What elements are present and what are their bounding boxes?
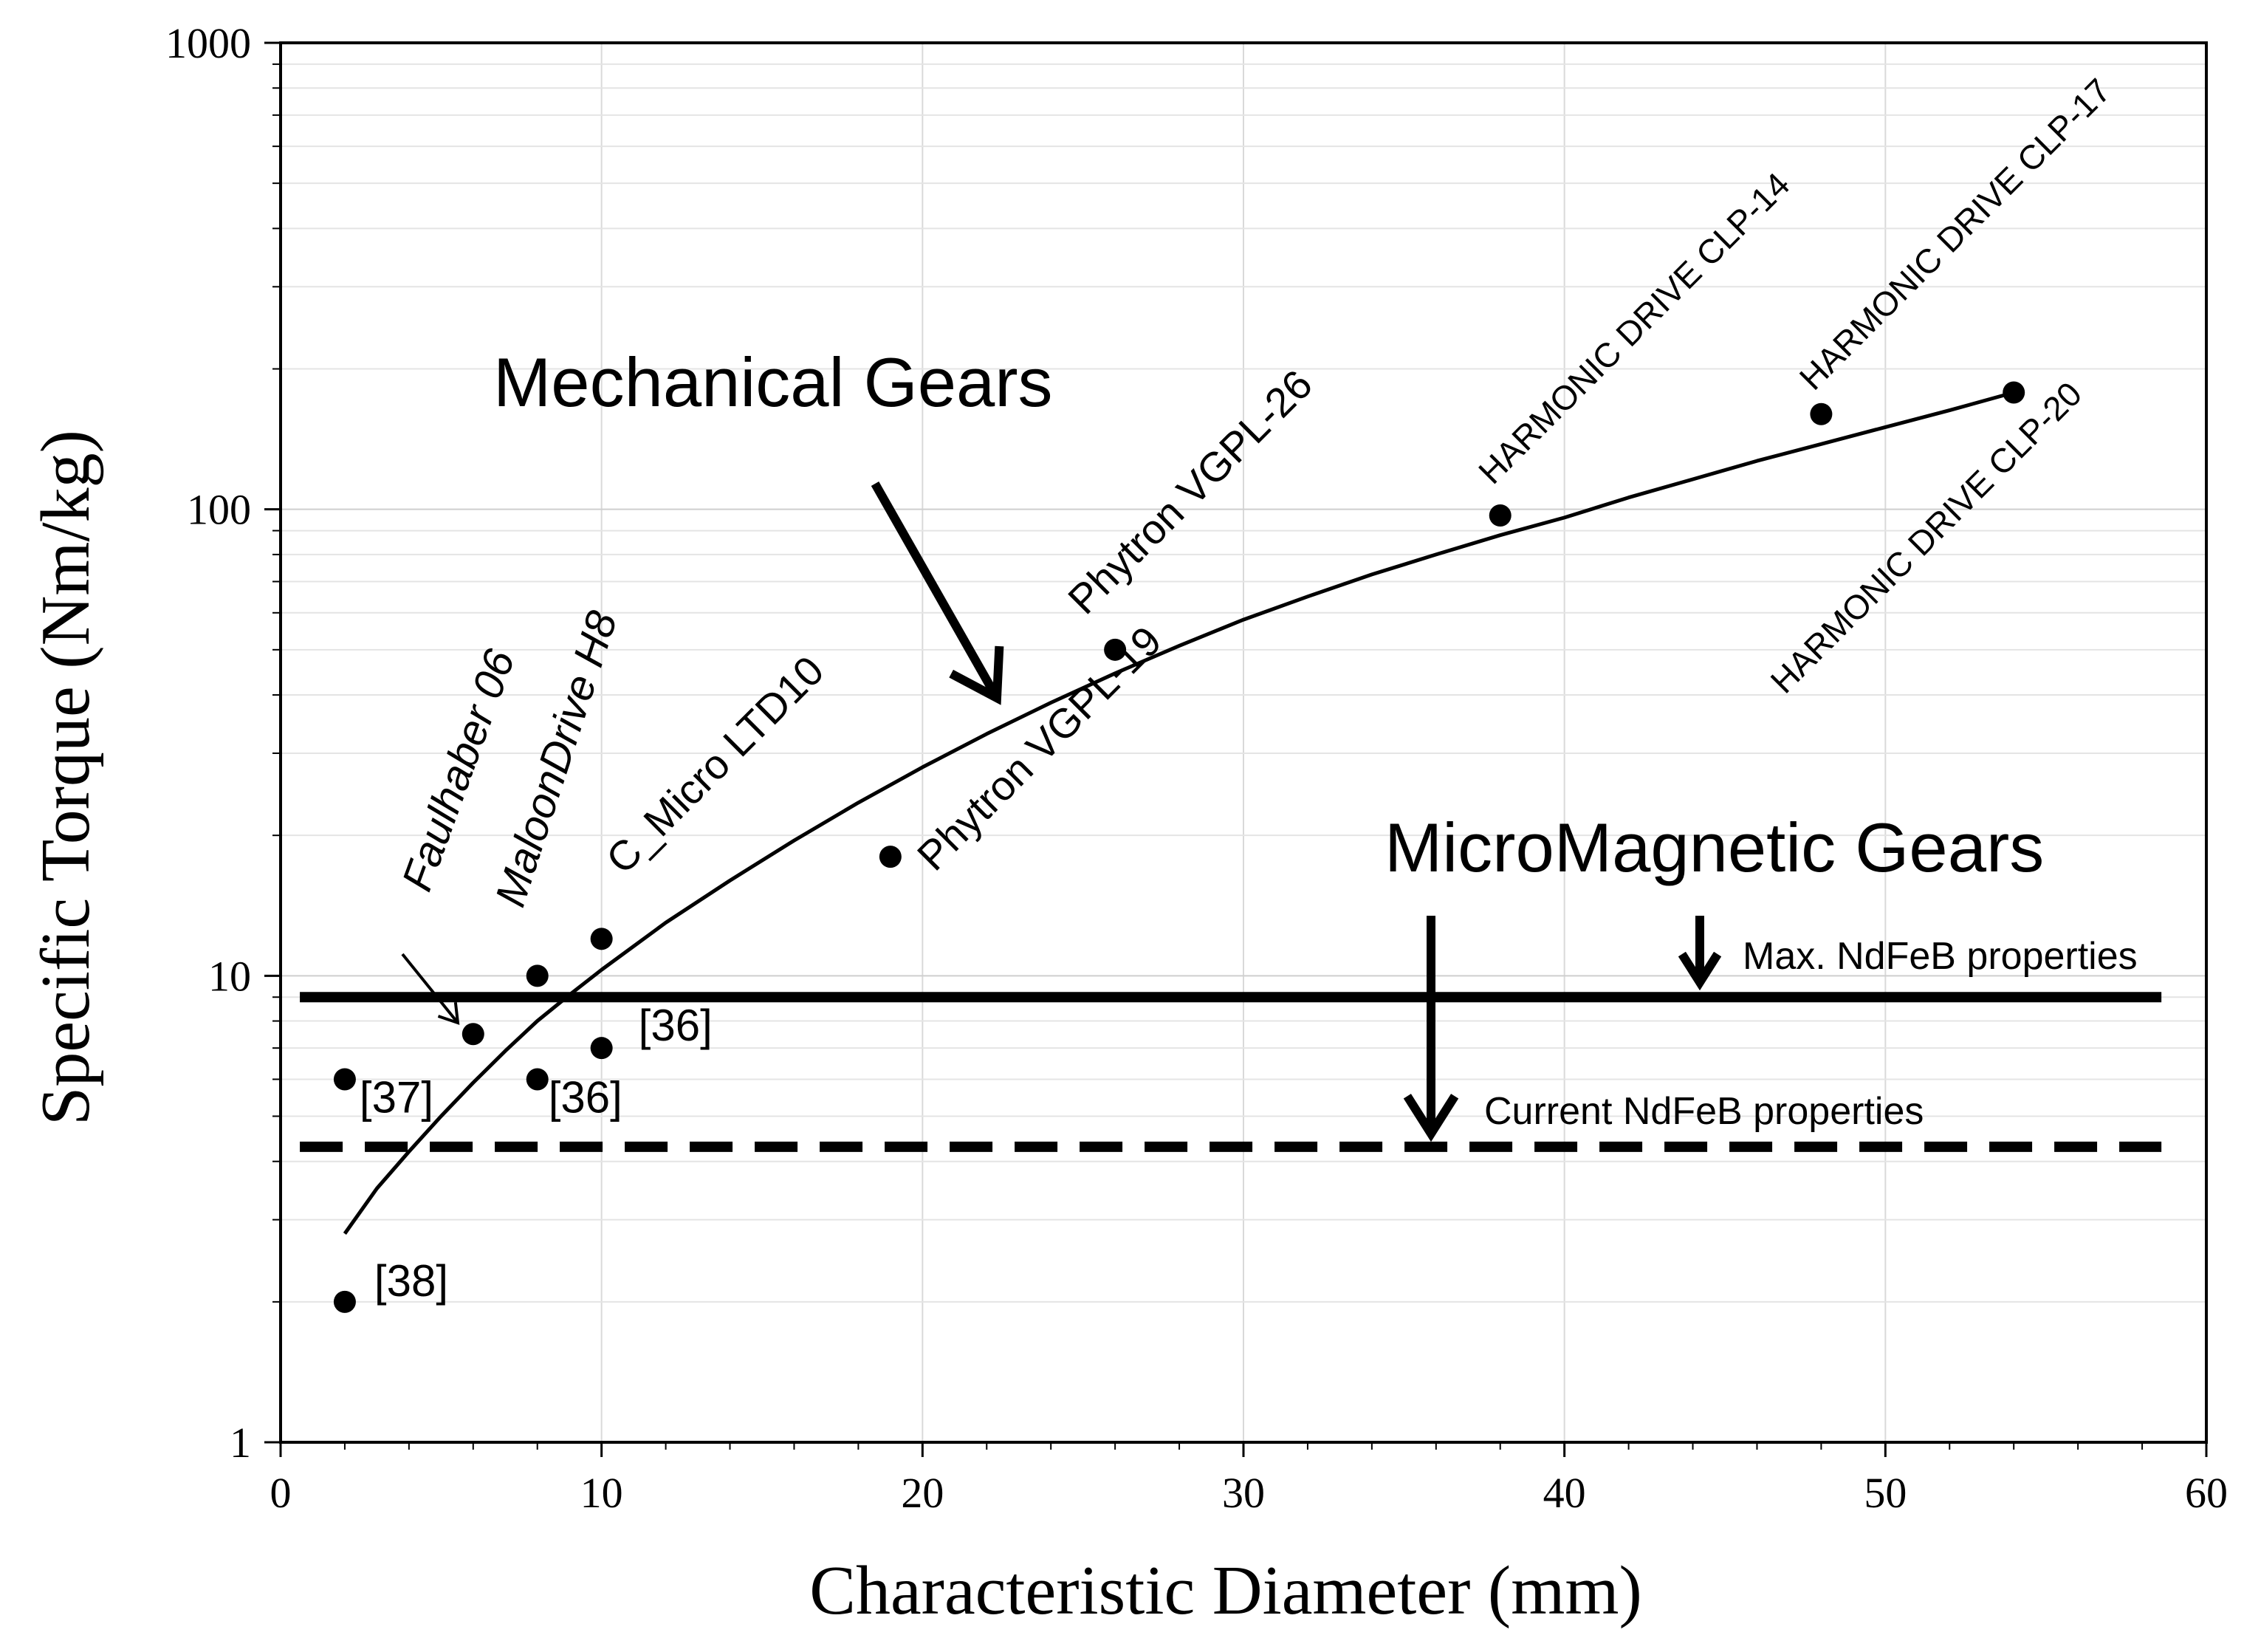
data-point xyxy=(333,1290,356,1313)
mechanical-arrow-shaft xyxy=(871,481,1001,700)
x-tick-label: 50 xyxy=(1864,1469,1907,1517)
x-tick-label: 30 xyxy=(1222,1469,1265,1517)
y-tick-label: 100 xyxy=(187,486,251,534)
current-ndfeb-label: Current NdFeB properties xyxy=(1484,1090,1924,1133)
x-tick-label: 40 xyxy=(1543,1469,1586,1517)
axes: 0 10 20 30 40 50 60 1 10 100 1000 xyxy=(165,19,2228,1517)
current-ndfeb-arrow-head xyxy=(1403,1094,1459,1142)
data-point xyxy=(2003,381,2025,404)
point-label: [38] xyxy=(374,1256,448,1306)
x-tick-label: 10 xyxy=(580,1469,623,1517)
reference-lines: Max. NdFeB properties Current NdFeB prope… xyxy=(300,935,2162,1152)
max-ndfeb-arrow-head xyxy=(1678,951,1722,991)
trend-curve-group xyxy=(343,391,2014,1235)
data-point xyxy=(526,1068,549,1091)
faulhaber-pointer-shaft xyxy=(401,953,459,1024)
point-label: [37] xyxy=(360,1072,433,1122)
y-axis-label: Specific Torque (Nm/kg) xyxy=(27,430,104,1125)
annotations: Characteristic Diameter (mm) Specific To… xyxy=(27,343,2044,1629)
x-tick-label: 60 xyxy=(2185,1469,2228,1517)
data-point xyxy=(590,928,613,950)
max-ndfeb-label: Max. NdFeB properties xyxy=(1743,935,2138,978)
x-axis-label: Characteristic Diameter (mm) xyxy=(809,1552,1642,1629)
data-point xyxy=(526,964,549,987)
grid xyxy=(281,43,2206,1442)
data-point xyxy=(462,1023,484,1046)
point-label: [36] xyxy=(549,1072,622,1122)
y-tick-label: 1000 xyxy=(165,19,251,67)
data-point xyxy=(1489,504,1512,527)
mechanical-arrow-head xyxy=(949,645,1004,705)
faulhaber-pointer-head xyxy=(437,1001,460,1025)
data-point xyxy=(333,1068,356,1091)
data-point xyxy=(1810,402,1833,425)
data-point xyxy=(1104,638,1127,661)
mechanical-gears-title: Mechanical Gears xyxy=(493,343,1053,421)
x-tick-label: 20 xyxy=(901,1469,944,1517)
data-point xyxy=(879,846,902,868)
mechanical-gears-curve xyxy=(343,391,2014,1235)
y-tick-label: 1 xyxy=(230,1419,251,1467)
point-label: [36] xyxy=(639,1001,713,1050)
data-point xyxy=(590,1037,613,1060)
micromagnetic-gears-title: MicroMagnetic Gears xyxy=(1385,809,2044,886)
y-tick-label: 10 xyxy=(208,952,251,1000)
x-tick-label: 0 xyxy=(270,1469,292,1517)
